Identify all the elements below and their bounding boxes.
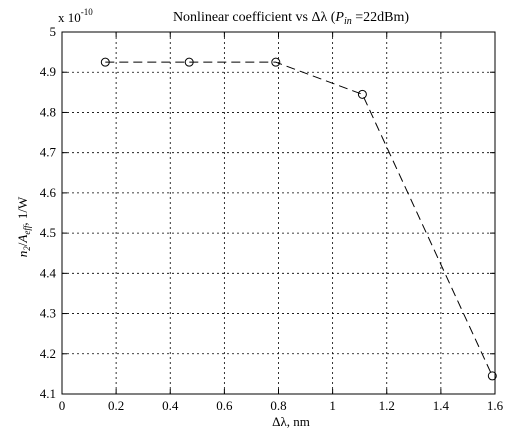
- y-tick-label: 4.8: [40, 104, 56, 119]
- y-tick-label: 4.1: [40, 386, 56, 401]
- data-point-marker: [271, 57, 281, 67]
- y-tick-label: 4.3: [40, 306, 56, 321]
- y-tick-label: 4.2: [40, 346, 56, 361]
- x-tick-label: 1.4: [433, 398, 450, 413]
- x-tick-label: 1.6: [487, 398, 504, 413]
- data-point-marker: [357, 89, 367, 99]
- series-layer: [100, 57, 497, 381]
- x-axis-label: Δλ, nm: [272, 414, 310, 429]
- x-tick-label: 0.8: [270, 398, 286, 413]
- x-tick-label: 0.4: [162, 398, 179, 413]
- data-point-marker: [184, 57, 194, 67]
- x-tick-label: 0.2: [108, 398, 124, 413]
- y-tick-label: 5: [50, 24, 57, 39]
- y-tick-label: 4.5: [40, 225, 56, 240]
- chart-title: Nonlinear coefficient vs Δλ (Pin =22dBm): [173, 10, 409, 27]
- y-tick-label: 4.4: [40, 265, 57, 280]
- x-tick-label: 0: [59, 398, 66, 413]
- x-tick-label: 0.6: [216, 398, 233, 413]
- y-axis-ticks: 4.1 4.2 4.3 4.4 4.5 4.6 4.7 4.8 4.9 5: [40, 24, 495, 401]
- y-multiplier: x 10-10: [58, 7, 93, 25]
- y-axis-label: n2/Aeff, 1/W: [15, 196, 32, 257]
- y-tick-label: 4.6: [40, 185, 57, 200]
- grid-lines: [62, 32, 495, 394]
- x-tick-label: 1: [329, 398, 336, 413]
- data-point-marker: [100, 57, 110, 67]
- data-point-marker: [487, 371, 497, 381]
- x-tick-label: 1.2: [379, 398, 395, 413]
- y-tick-label: 4.7: [40, 145, 57, 160]
- series-line: [105, 61, 493, 377]
- y-tick-label: 4.9: [40, 64, 56, 79]
- x-axis-ticks: 0 0.2 0.4 0.6 0.8 1 1.2 1.4 1.6: [59, 32, 504, 413]
